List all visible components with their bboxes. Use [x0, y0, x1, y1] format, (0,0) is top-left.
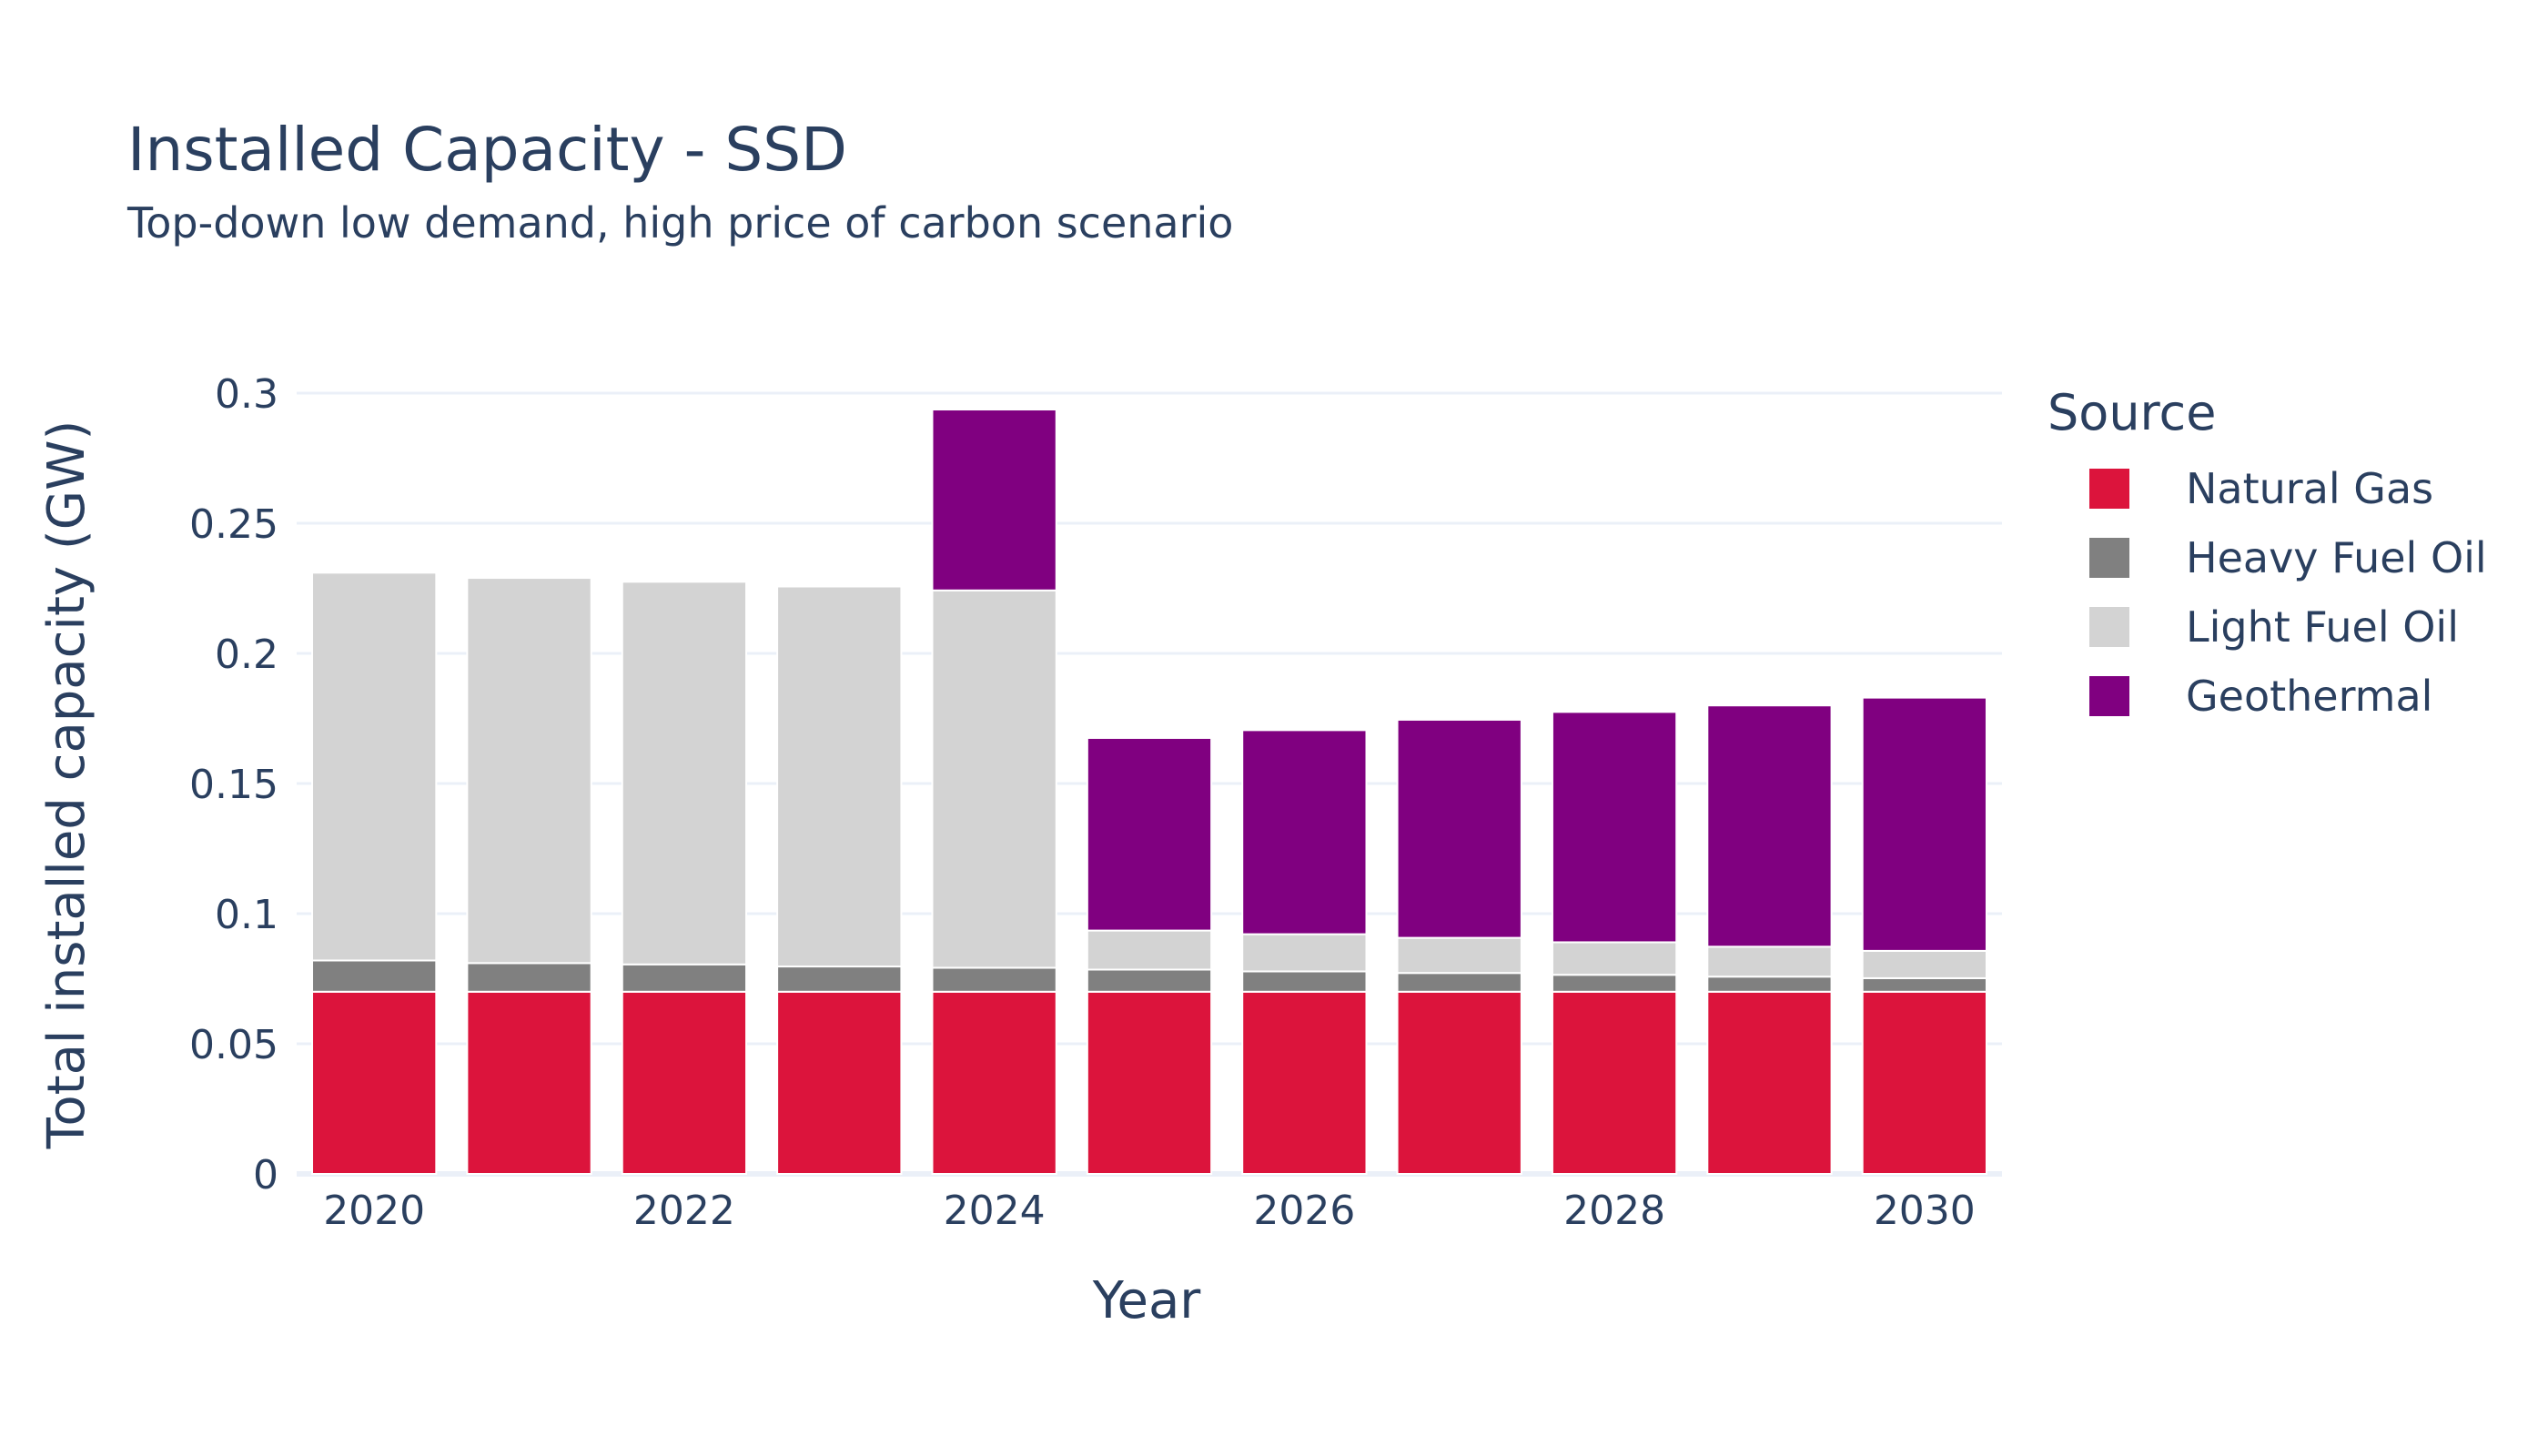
bar-segment[interactable]: [1706, 976, 1833, 993]
chart-subtitle: Top-down low demand, high price of carbo…: [127, 198, 1234, 248]
bar-segment[interactable]: [776, 966, 903, 993]
legend-item-label[interactable]: Geothermal: [2186, 672, 2432, 721]
bar-segment[interactable]: [776, 990, 903, 1176]
bar-segment[interactable]: [466, 962, 592, 993]
legend-item-label[interactable]: Light Fuel Oil: [2186, 602, 2459, 652]
bar-segment[interactable]: [1086, 929, 1213, 971]
bar-segment[interactable]: [1241, 990, 1368, 1176]
bar-segment[interactable]: [621, 990, 748, 1176]
y-tick-label: 0.05: [189, 1022, 278, 1068]
x-tick-label: 2024: [944, 1188, 1046, 1234]
legend-swatch[interactable]: [2089, 538, 2129, 578]
y-tick-label: 0.15: [189, 762, 278, 808]
bar-segment[interactable]: [311, 571, 438, 962]
bar-segment[interactable]: [466, 990, 592, 1176]
bar-segment[interactable]: [1551, 711, 1678, 944]
bar-segment[interactable]: [1086, 736, 1213, 932]
y-tick-label: 0.3: [215, 371, 278, 418]
bar-segment[interactable]: [1241, 970, 1368, 993]
axes: 0 0.05 0.1 0.15 0.2 0.25 0.3 2020 2022 2024 2026 20…: [189, 371, 1976, 1234]
y-tick-label: 0.25: [189, 501, 278, 548]
legend-swatch[interactable]: [2089, 607, 2129, 647]
x-tick-label: 2026: [1253, 1188, 1355, 1234]
y-tick-label: 0.1: [215, 892, 278, 938]
bar-segment[interactable]: [1086, 990, 1213, 1176]
y-tick-label: 0.2: [215, 632, 278, 678]
bar-segment[interactable]: [1861, 976, 1987, 993]
bars: [311, 409, 1987, 1176]
x-tick-label: 2028: [1563, 1188, 1665, 1234]
legend-item-label[interactable]: Natural Gas: [2186, 464, 2433, 513]
bar-segment[interactable]: [1706, 990, 1833, 1176]
bar-segment[interactable]: [1861, 696, 1987, 952]
chart-title: Installed Capacity - SSD: [127, 115, 847, 185]
bar-segment[interactable]: [621, 581, 748, 966]
legend-swatch[interactable]: [2089, 676, 2129, 716]
bar-segment[interactable]: [1706, 704, 1833, 948]
bar-segment[interactable]: [1241, 933, 1368, 973]
y-tick-label: 0: [253, 1152, 278, 1198]
x-tick-label: 2030: [1874, 1188, 1976, 1234]
bar-segment[interactable]: [1551, 990, 1678, 1176]
bar-segment[interactable]: [931, 990, 1057, 1176]
legend-title: Source: [2048, 384, 2216, 441]
bar-segment[interactable]: [1241, 729, 1368, 935]
bar-segment[interactable]: [1861, 990, 1987, 1176]
bar-segment[interactable]: [1396, 718, 1522, 939]
bar-segment[interactable]: [311, 990, 438, 1176]
y-axis-title: Total installed capacity (GW): [37, 420, 96, 1150]
x-axis-title: Year: [1092, 1271, 1202, 1330]
bar-segment[interactable]: [1706, 945, 1833, 978]
bar-segment[interactable]: [1861, 949, 1987, 979]
legend: Source Natural Gas Heavy Fuel Oil Light Fue…: [2048, 384, 2487, 721]
legend-swatch[interactable]: [2089, 469, 2129, 509]
bar-segment[interactable]: [776, 585, 903, 968]
bar-segment[interactable]: [1396, 990, 1522, 1176]
x-tick-label: 2020: [323, 1188, 425, 1234]
bar-segment[interactable]: [1396, 936, 1522, 975]
x-tick-label: 2022: [633, 1188, 735, 1234]
bar-segment[interactable]: [931, 409, 1057, 592]
bar-segment[interactable]: [931, 966, 1057, 993]
bar-segment[interactable]: [311, 959, 438, 993]
bar-segment[interactable]: [1396, 972, 1522, 993]
bar-segment[interactable]: [621, 963, 748, 993]
legend-item-label[interactable]: Heavy Fuel Oil: [2186, 533, 2487, 582]
bar-segment[interactable]: [1551, 974, 1678, 993]
bar-segment[interactable]: [1086, 968, 1213, 993]
bar-segment[interactable]: [466, 577, 592, 965]
bar-segment[interactable]: [931, 589, 1057, 969]
bar-segment[interactable]: [1551, 941, 1678, 976]
